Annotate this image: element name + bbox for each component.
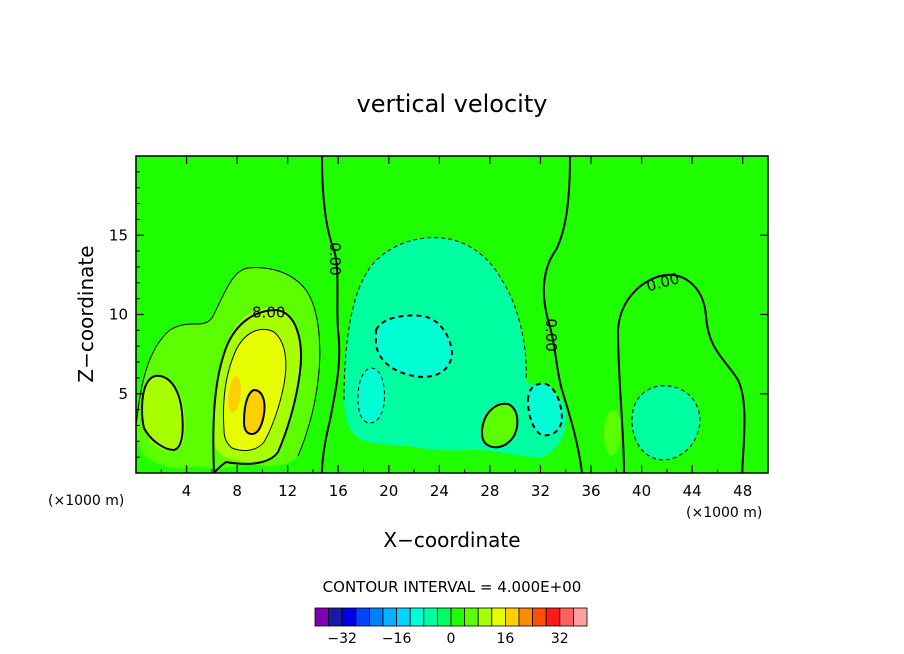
colorbar-label-3: 16: [496, 631, 514, 647]
x-unit-label-left: (×1000 m): [48, 493, 124, 509]
x-tick-label-5: 24: [430, 482, 449, 500]
colorbar-swatch-13: [491, 607, 506, 627]
positive-region-4-mid: [482, 403, 518, 448]
y-axis-title: Z−coordinate: [74, 245, 98, 382]
zero-contour-middle: [542, 156, 583, 473]
colorbar-swatch-19: [573, 607, 588, 627]
negative-region-8-right: [528, 383, 562, 436]
plot-area: 8.000.000.000.00 4 8 12 16 20 24 28 32 36 40 44 48 …: [109, 155, 769, 500]
colorbar-swatch-18: [559, 607, 574, 627]
colorbar-swatch-16: [532, 607, 547, 627]
colorbar-swatch-17: [545, 607, 561, 627]
x-tick-label-0: 4: [182, 482, 192, 500]
x-tick-label-10: 44: [683, 482, 702, 500]
negative-region-4-central: [344, 237, 567, 458]
negative-region-4-right: [632, 385, 700, 460]
colorbar-swatch-0: [314, 607, 330, 627]
contour-8-left: [141, 374, 184, 452]
colorbar-swatch-6: [396, 607, 411, 627]
y-axis: 5 10 15: [109, 171, 768, 458]
x-tick-label-2: 12: [278, 482, 297, 500]
colorbar-swatch-12: [477, 607, 493, 627]
x-tick-label-1: 8: [232, 482, 242, 500]
positive-region-8-left: [142, 375, 185, 451]
colorbar-swatch-14: [504, 607, 520, 627]
colorbar-label-0: −32: [327, 631, 357, 647]
x-tick-label-3: 16: [329, 482, 348, 500]
positive-region-16-b: [228, 376, 241, 413]
colorbar-swatch-11: [464, 607, 479, 627]
x-axis: 4 8 12 16 20 24 28 32 36 40 44 48: [160, 156, 752, 500]
contour-12: [223, 328, 287, 451]
zero-contour-right: [616, 273, 746, 473]
colorbar-swatch-3: [355, 607, 370, 627]
colorbar-swatch-1: [328, 607, 343, 627]
colorbar-label-2: 0: [447, 631, 456, 647]
zero-contour-left: [321, 156, 341, 473]
colorbar-swatch-5: [382, 607, 398, 627]
chart-title: vertical velocity: [357, 90, 548, 118]
contour-neg8-upper: [375, 314, 454, 378]
colorbar-swatch-9: [436, 607, 452, 627]
contour-lines: [136, 156, 746, 473]
contour-label-1: 0.00: [326, 242, 344, 275]
contour-label-2: 0.00: [542, 318, 560, 351]
x-unit-label-right: (×1000 m): [686, 505, 762, 521]
colorbar-swatch-4: [368, 607, 384, 627]
contour-fields: [136, 237, 700, 469]
positive-region-4-right: [604, 410, 621, 456]
x-tick-label-7: 32: [531, 482, 550, 500]
positive-region-16-a: [244, 390, 265, 434]
colorbar-swatch-2: [341, 607, 357, 627]
colorbar-swatch-10: [450, 607, 466, 627]
x-tick-label-4: 20: [379, 482, 398, 500]
contour-neg8-right: [526, 382, 564, 437]
contour-16: [243, 388, 266, 436]
x-tick-label-9: 40: [632, 482, 651, 500]
contour-neg4-central: [343, 237, 527, 401]
contour-4-mid: [480, 402, 519, 449]
y-tick-label-0: 5: [118, 385, 128, 403]
colorbar-swatch-15: [518, 607, 534, 627]
y-tick-label-2: 15: [109, 226, 128, 244]
colorbar-label-4: 32: [551, 631, 569, 647]
contour-neg8-lowerleft: [357, 367, 385, 424]
contour-neg4-right: [631, 385, 701, 461]
colorbar-swatch-8: [423, 607, 438, 627]
x-axis-title: X−coordinate: [383, 528, 520, 552]
colorbar: −32 −16 0 16 32: [314, 607, 588, 647]
contour-4-left: [136, 267, 321, 457]
contour-8-main: [212, 308, 302, 473]
colorbar-swatch-7: [409, 607, 425, 627]
x-tick-label-6: 28: [480, 482, 499, 500]
negative-region-8-upper: [376, 315, 452, 377]
y-tick-label-1: 10: [109, 306, 128, 324]
contour-label-0: 8.00: [252, 303, 285, 321]
colorbar-label-1: −16: [382, 631, 412, 647]
contour-interval-text: CONTOUR INTERVAL = 4.000E+00: [323, 578, 582, 596]
negative-region-8-lower: [358, 368, 385, 424]
x-tick-label-11: 48: [733, 482, 752, 500]
x-tick-label-8: 36: [581, 482, 600, 500]
